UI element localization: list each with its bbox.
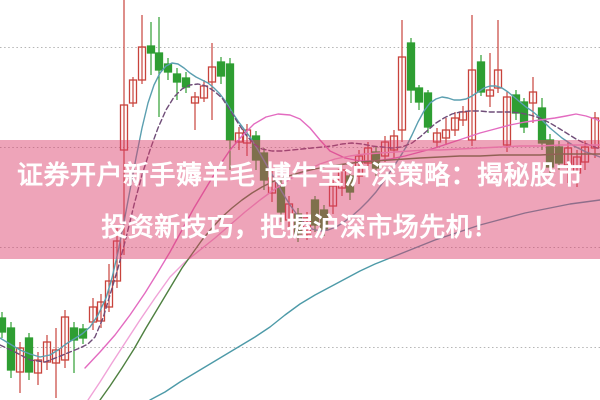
candle-up xyxy=(199,80,209,102)
candle-up xyxy=(485,53,495,107)
promo-banner-text-line1: 证券开户新手薅羊毛 博牛宝沪深策略：揭秘股市 xyxy=(16,161,584,191)
candle-down xyxy=(181,72,191,93)
candle-up xyxy=(328,180,338,214)
candle-down xyxy=(293,208,303,242)
candle-up xyxy=(190,92,200,130)
ma-green-dark xyxy=(99,153,600,400)
candle-down xyxy=(216,57,226,84)
candle-up xyxy=(432,128,442,148)
candle-down xyxy=(414,85,424,110)
candle-up xyxy=(42,335,52,370)
candle-down xyxy=(310,196,320,232)
promo-banner-overlay: 证券开户新手薅羊毛 博牛宝沪深策略：揭秘股市 投资新技巧，把握沪深市场先机！ xyxy=(0,140,600,259)
candle-up xyxy=(397,20,407,142)
candle-up xyxy=(137,15,147,84)
candle-down xyxy=(406,38,416,103)
candle-up xyxy=(572,150,582,187)
candle-up xyxy=(563,142,573,183)
candle-up xyxy=(337,164,347,196)
candle-up xyxy=(450,112,460,136)
candle-down xyxy=(24,333,34,380)
candle-up xyxy=(354,150,364,184)
candle-down xyxy=(0,312,7,338)
ma-pink-light xyxy=(87,144,600,400)
candle-down xyxy=(69,322,79,373)
ma-medium-purple-dashed xyxy=(0,83,600,363)
candle-up xyxy=(51,328,61,398)
candle-down xyxy=(511,90,521,120)
candle-up xyxy=(207,43,217,120)
candle-down xyxy=(554,141,564,170)
candle-down xyxy=(537,98,547,150)
candle-up xyxy=(60,310,70,368)
candle-up xyxy=(380,136,390,162)
ma-slow-teal xyxy=(149,199,600,400)
candle-up xyxy=(128,77,138,107)
candle-up xyxy=(119,0,129,255)
candle-up xyxy=(441,118,451,145)
candle-down xyxy=(345,170,355,200)
candle-down xyxy=(163,58,173,80)
candle-up xyxy=(467,15,477,146)
candle-down xyxy=(423,90,433,133)
candle-down xyxy=(146,22,156,75)
candle-down xyxy=(154,17,164,117)
candle-up xyxy=(502,92,512,152)
candle-up xyxy=(458,106,468,126)
candle-up xyxy=(389,130,399,158)
ma-pink-bright xyxy=(84,113,600,369)
promo-banner-text-line2: 投资新技巧，把握沪深市场先机！ xyxy=(101,213,499,243)
candle-down xyxy=(172,68,182,100)
candle-up xyxy=(363,142,373,170)
candle-up xyxy=(242,124,252,156)
candle-up xyxy=(33,352,43,385)
candle-down xyxy=(276,180,286,222)
ma-fast-teal xyxy=(0,62,600,358)
candle-up xyxy=(493,20,503,93)
